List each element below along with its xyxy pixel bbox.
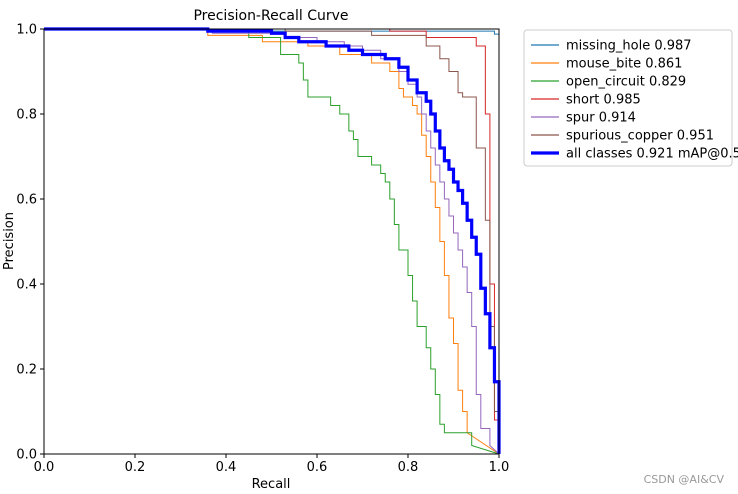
legend-label-0: missing_hole 0.987	[566, 39, 692, 54]
x-tick-label: 0.6	[307, 460, 328, 475]
x-axis: 0.0 0.2 0.4 0.6 0.8 1.0	[34, 454, 510, 475]
x-tick-label: 0.8	[398, 460, 419, 475]
y-tick-label: 0.8	[16, 108, 37, 123]
y-axis-label: Precision	[2, 212, 17, 270]
plot-area	[43, 27, 501, 455]
y-tick-label: 0.2	[16, 363, 37, 378]
y-tick-label: 0.0	[16, 448, 37, 463]
chart-title: Precision-Recall Curve	[193, 8, 348, 24]
x-tick-label: 0.4	[216, 460, 237, 475]
legend-label-1: mouse_bite 0.861	[566, 57, 682, 72]
series-line-6	[44, 27, 501, 454]
legend-label-5: spurious_copper 0.951	[566, 129, 714, 144]
legend: missing_hole 0.987 mouse_bite 0.861 open_c…	[523, 29, 738, 167]
watermark: CSDN @AI&CV	[643, 473, 724, 486]
y-axis: 0.0 0.2 0.4 0.6 0.8 1.0	[16, 23, 44, 463]
plot-background	[44, 29, 499, 454]
y-tick-label: 1.0	[16, 23, 37, 38]
legend-box	[523, 29, 733, 167]
series-line-2	[44, 28, 500, 455]
x-axis-label: Recall	[252, 477, 291, 492]
legend-label-2: open_circuit 0.829	[566, 75, 686, 90]
y-tick-label: 0.4	[16, 278, 37, 293]
plot-frame	[43, 28, 500, 455]
x-tick-label: 0.0	[34, 460, 55, 475]
legend-label-6: all classes 0.921 mAP@0.5	[566, 147, 738, 162]
x-tick-label: 0.2	[125, 460, 146, 475]
y-tick-label: 0.6	[16, 193, 37, 208]
legend-label-3: short 0.985	[566, 93, 641, 108]
legend-label-4: spur 0.914	[566, 111, 636, 126]
x-tick-label: 1.0	[489, 460, 510, 475]
